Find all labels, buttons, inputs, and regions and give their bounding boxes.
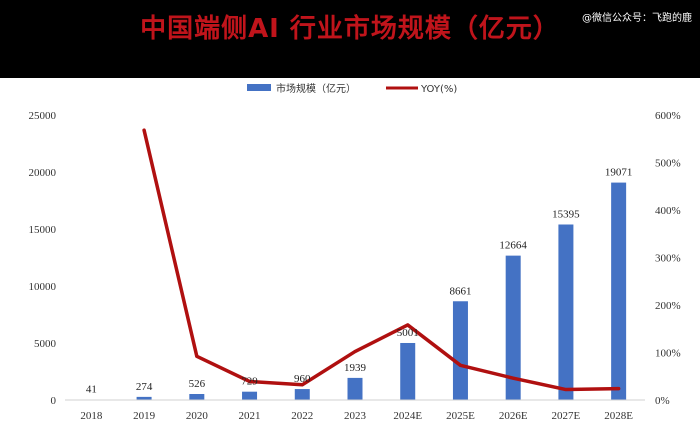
left-tick-label: 15000 [29,224,57,236]
bar [558,224,574,400]
bar-value-label: 8661 [449,285,471,297]
bar [136,396,152,400]
bar-value-label: 729 [241,376,258,388]
bar-value-label: 19071 [605,167,633,179]
chart-title: 中国端侧AI 行业市场规模（亿元） [140,14,560,44]
yoy-point [142,128,146,132]
bar-value-label: 12664 [499,240,527,252]
x-tick-label: 2026E [499,410,528,422]
bar [611,182,627,400]
yoy-line [142,128,621,392]
left-tick-label: 0 [51,395,57,407]
legend-label-market-size: 市场规模（亿元） [276,82,356,95]
left-tick-label: 10000 [29,281,57,293]
bar [347,377,363,400]
yoy-point [195,354,199,358]
yoy-point [248,379,252,383]
left-axis: 0 5000 10000 15000 20000 25000 [29,110,57,407]
chart: 市场规模（亿元） YOY(%) 0 5000 10000 15000 20000 25000… [29,82,681,422]
bar [189,394,205,400]
yoy-point [353,350,357,354]
right-tick-label: 400% [655,205,681,217]
x-tick-label: 2020 [186,410,209,422]
bar-value-label: 960 [294,373,311,385]
bar-value-label: 526 [189,378,206,390]
x-tick-label: 2027E [552,410,581,422]
right-tick-label: 100% [655,348,681,360]
x-axis: 2018 2019 2020 2021 2022 2023 2024E 2025E 2026E 2… [65,399,645,422]
left-tick-label: 20000 [29,167,57,179]
right-axis: 0% 100% 200% 300% 400% 500% 600% [655,110,681,407]
x-tick-label: 2024E [393,410,422,422]
bar-value-label: 41 [86,384,97,396]
x-tick-label: 2025E [446,410,475,422]
bar-value-label: 5001 [397,327,419,339]
x-tick-label: 2022 [291,410,313,422]
bar-value-label: 15395 [552,208,580,220]
right-tick-label: 600% [655,110,681,122]
yoy-point [300,383,304,387]
x-tick-label: 2019 [133,410,156,422]
bar [505,255,521,400]
x-tick-label: 2018 [80,410,103,422]
x-tick-label: 2021 [239,410,261,422]
right-tick-label: 200% [655,300,681,312]
bar [452,301,468,400]
bar-value-label: 1939 [344,362,367,374]
left-tick-label: 5000 [34,338,57,350]
yoy-point [617,387,621,391]
legend-bar-swatch [247,84,271,91]
bar-value-label: 274 [136,381,153,393]
bar [400,342,416,400]
left-tick-label: 25000 [29,110,57,122]
x-tick-label: 2028E [604,410,633,422]
x-tick-label: 2023 [344,410,367,422]
yoy-point [564,388,568,392]
bar [294,389,310,400]
right-tick-label: 0% [655,395,670,407]
bar [242,391,258,400]
header-bar: 中国端侧AI 行业市场规模（亿元） @微信公众号：飞跑的鹿 [0,0,700,78]
bars [83,182,627,400]
yoy-point [458,363,462,367]
watermark: @微信公众号：飞跑的鹿 [582,13,692,24]
right-tick-label: 300% [655,253,681,265]
yoy-point [406,323,410,327]
right-tick-label: 500% [655,158,681,170]
bar-labels: 41 274 526 729 960 1939 5001 8661 12664 15395 1907… [86,167,633,396]
yoy-line-series [142,128,621,392]
yoy-point [511,376,515,380]
legend: 市场规模（亿元） YOY(%) [247,82,457,95]
legend-label-yoy: YOY(%) [420,84,457,95]
